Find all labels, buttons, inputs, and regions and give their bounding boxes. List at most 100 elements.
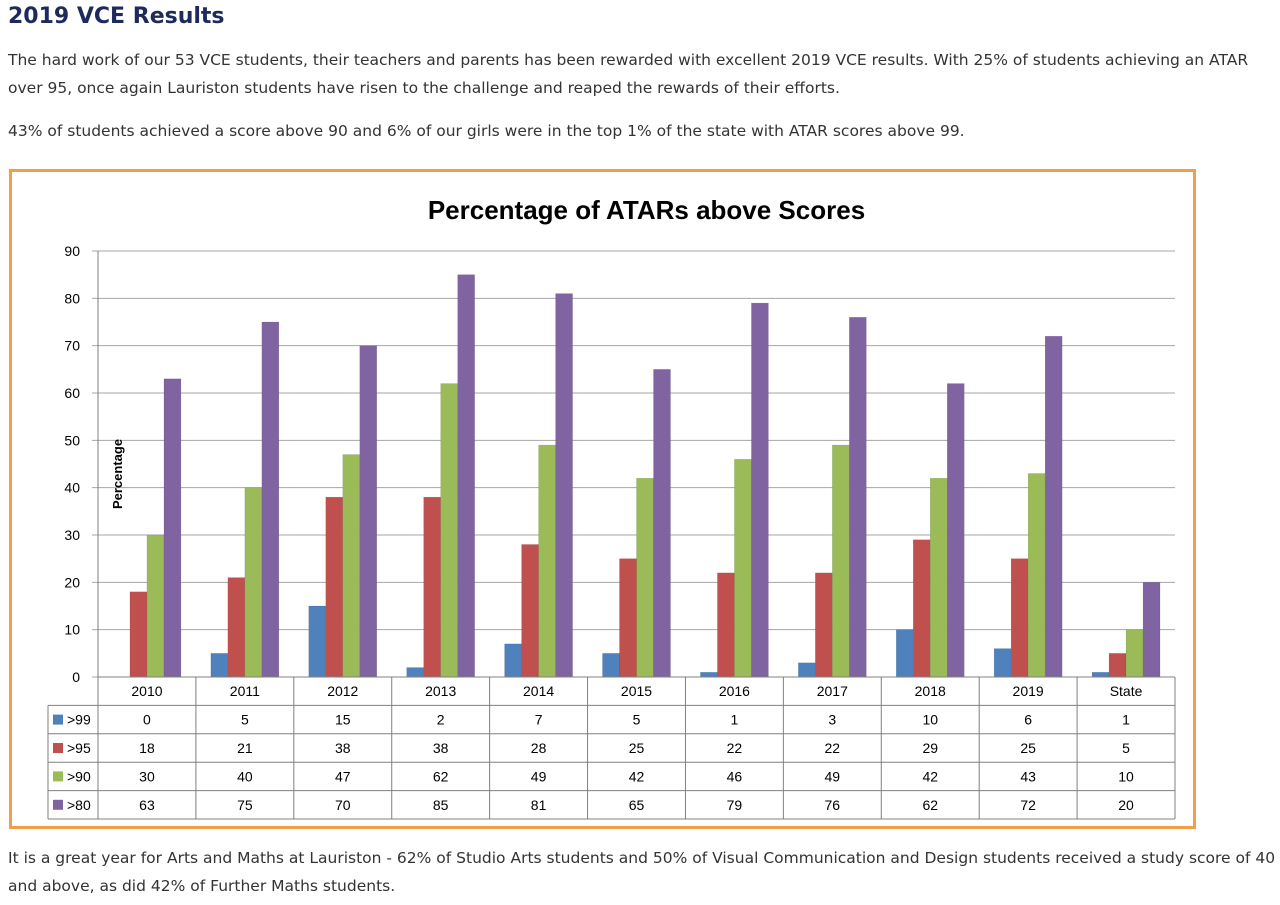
data-label: 63 bbox=[139, 797, 155, 813]
y-tick-label: 50 bbox=[64, 432, 80, 448]
data-label: 22 bbox=[727, 740, 743, 756]
category-label: 2018 bbox=[915, 683, 946, 699]
y-tick-label: 80 bbox=[64, 290, 80, 306]
data-label: 22 bbox=[825, 740, 841, 756]
legend-swatch-4 bbox=[53, 799, 63, 810]
bar-1 bbox=[406, 667, 424, 678]
bar-1 bbox=[308, 605, 327, 678]
y-tick-label: 30 bbox=[64, 527, 80, 543]
data-label: 18 bbox=[139, 740, 155, 756]
data-label: 49 bbox=[825, 768, 841, 784]
bar-4 bbox=[1044, 335, 1063, 678]
data-label: 1 bbox=[731, 712, 739, 728]
atar-bar-chart: Percentage of ATARs above Scores01020304… bbox=[47, 195, 1176, 820]
data-label: 29 bbox=[922, 740, 938, 756]
bar-3 bbox=[342, 454, 361, 678]
category-label: State bbox=[1110, 683, 1143, 699]
data-label: 81 bbox=[531, 797, 547, 813]
bar-3 bbox=[244, 487, 263, 678]
bar-4 bbox=[653, 369, 671, 678]
data-label: 25 bbox=[629, 740, 645, 756]
bar-2 bbox=[717, 572, 735, 678]
data-label: 5 bbox=[241, 712, 249, 728]
legend-swatch-1 bbox=[53, 714, 63, 725]
bar-3 bbox=[636, 477, 654, 678]
category-label: 2017 bbox=[817, 683, 848, 699]
data-label: 75 bbox=[237, 797, 253, 813]
bar-1 bbox=[1091, 672, 1110, 678]
bar-1 bbox=[895, 629, 914, 678]
page-title: 2019 VCE Results bbox=[8, 4, 225, 29]
bar-4 bbox=[359, 345, 378, 678]
legend-swatch-3 bbox=[53, 771, 63, 782]
y-tick-label: 0 bbox=[72, 669, 80, 685]
data-label: 2 bbox=[437, 712, 445, 728]
bar-3 bbox=[1125, 629, 1144, 678]
data-label: 43 bbox=[1020, 768, 1036, 784]
data-label: 47 bbox=[335, 768, 351, 784]
legend-label-3: >90 bbox=[67, 768, 91, 784]
data-label: 79 bbox=[727, 797, 743, 813]
data-label: 10 bbox=[922, 712, 938, 728]
data-label: 5 bbox=[1122, 740, 1130, 756]
data-label: 62 bbox=[433, 768, 449, 784]
y-tick-label: 40 bbox=[64, 480, 80, 496]
score-summary-paragraph: 43% of students achieved a score above 9… bbox=[8, 122, 965, 140]
bar-3 bbox=[538, 444, 556, 678]
category-label: 2016 bbox=[719, 683, 750, 699]
data-label: 70 bbox=[335, 797, 351, 813]
data-label: 25 bbox=[1020, 740, 1036, 756]
bar-2 bbox=[1010, 558, 1029, 678]
y-tick-label: 60 bbox=[64, 385, 80, 401]
bar-2 bbox=[1108, 653, 1127, 678]
data-label: 28 bbox=[531, 740, 547, 756]
bar-4 bbox=[261, 321, 280, 678]
data-label: 72 bbox=[1020, 797, 1036, 813]
category-label: 2013 bbox=[425, 683, 456, 699]
y-tick-label: 70 bbox=[64, 338, 80, 354]
bar-4 bbox=[555, 293, 573, 678]
bar-3 bbox=[832, 444, 850, 678]
bar-3 bbox=[146, 534, 165, 678]
category-label: 2010 bbox=[131, 683, 162, 699]
category-label: 2015 bbox=[621, 683, 652, 699]
bar-1 bbox=[210, 653, 229, 678]
data-label: 42 bbox=[629, 768, 645, 784]
category-label: 2012 bbox=[327, 683, 358, 699]
bar-2 bbox=[325, 496, 344, 678]
bar-2 bbox=[227, 577, 246, 678]
legend-label-4: >80 bbox=[67, 797, 91, 813]
data-label: 76 bbox=[825, 797, 841, 813]
data-label: 38 bbox=[433, 740, 449, 756]
category-label: 2011 bbox=[230, 683, 260, 699]
data-label: 15 bbox=[335, 712, 351, 728]
data-label: 42 bbox=[922, 768, 938, 784]
y-axis-label: Percentage bbox=[110, 439, 125, 509]
y-tick-label: 90 bbox=[64, 243, 80, 259]
data-label: 85 bbox=[433, 797, 449, 813]
data-label: 30 bbox=[139, 768, 155, 784]
data-label: 46 bbox=[727, 768, 743, 784]
bar-1 bbox=[993, 648, 1012, 678]
bar-1 bbox=[700, 672, 718, 678]
data-label: 5 bbox=[633, 712, 641, 728]
bar-2 bbox=[423, 496, 441, 678]
bar-1 bbox=[504, 643, 522, 678]
bar-4 bbox=[163, 378, 182, 678]
bar-4 bbox=[849, 317, 867, 678]
bar-1 bbox=[602, 653, 620, 678]
bar-2 bbox=[619, 558, 637, 678]
arts-maths-paragraph: It is a great year for Arts and Maths at… bbox=[8, 849, 1276, 895]
chart-title: Percentage of ATARs above Scores bbox=[428, 195, 865, 225]
data-label: 3 bbox=[828, 712, 836, 728]
y-tick-label: 20 bbox=[64, 574, 80, 590]
data-label: 10 bbox=[1118, 768, 1134, 784]
legend-label-2: >95 bbox=[67, 740, 91, 756]
bar-2 bbox=[912, 539, 931, 678]
category-label: 2019 bbox=[1013, 683, 1044, 699]
bar-3 bbox=[929, 477, 948, 678]
category-label: 2014 bbox=[523, 683, 554, 699]
bar-3 bbox=[1027, 473, 1046, 678]
data-label: 0 bbox=[143, 712, 151, 728]
intro-paragraph: The hard work of our 53 VCE students, th… bbox=[8, 51, 1249, 97]
